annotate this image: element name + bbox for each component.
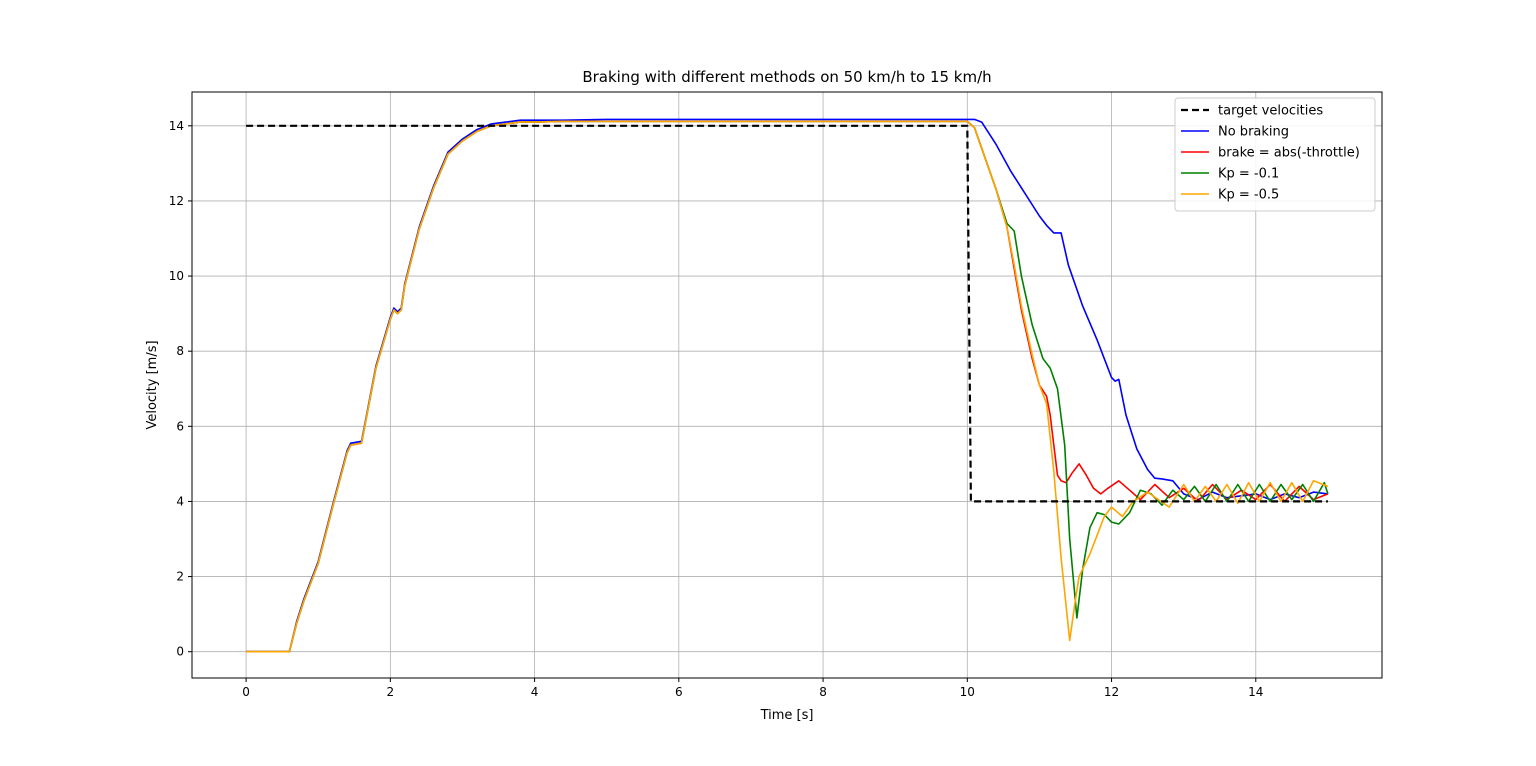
plot-frame <box>191 91 1383 679</box>
legend: target velocities No braking brake = abs(-… <box>1174 97 1376 212</box>
legend-entry-label: Kp = -0.5 <box>1218 188 1279 203</box>
y-tick-label: 14 <box>169 119 184 133</box>
y-tick-label: 10 <box>169 269 184 283</box>
legend-entry-label: Kp = -0.1 <box>1218 167 1279 182</box>
x-tick-label: 8 <box>819 685 827 699</box>
y-tick-label: 8 <box>176 344 184 358</box>
y-axis-label: Velocity [m/s] <box>145 340 160 429</box>
series-line-kp-0-5 <box>246 120 1329 653</box>
x-tick-label: 2 <box>387 685 395 699</box>
x-tick-label: 6 <box>675 685 683 699</box>
axis-ticks: 0 2 4 6 8 10 12 14 0 2 4 6 8 10 12 14 <box>169 119 1264 699</box>
legend-entry-label: target velocities <box>1218 104 1323 119</box>
x-tick-label: 4 <box>531 685 539 699</box>
chart-title: Braking with different methods on 50 km/… <box>582 68 991 86</box>
y-tick-label: 0 <box>176 645 184 659</box>
legend-entry-label: No braking <box>1218 125 1289 140</box>
x-tick-label: 10 <box>960 685 975 699</box>
x-axis-label: Time [s] <box>760 708 814 723</box>
y-tick-label: 12 <box>169 194 184 208</box>
legend-entry-label: brake = abs(-throttle) <box>1218 146 1360 161</box>
series-lines <box>246 118 1329 653</box>
y-tick-label: 2 <box>176 570 184 584</box>
x-tick-label: 14 <box>1248 685 1263 699</box>
legend-box <box>1174 97 1376 212</box>
y-tick-label: 6 <box>176 419 184 433</box>
y-tick-label: 4 <box>176 494 184 508</box>
x-tick-label: 12 <box>1104 685 1119 699</box>
x-tick-label: 0 <box>242 685 250 699</box>
